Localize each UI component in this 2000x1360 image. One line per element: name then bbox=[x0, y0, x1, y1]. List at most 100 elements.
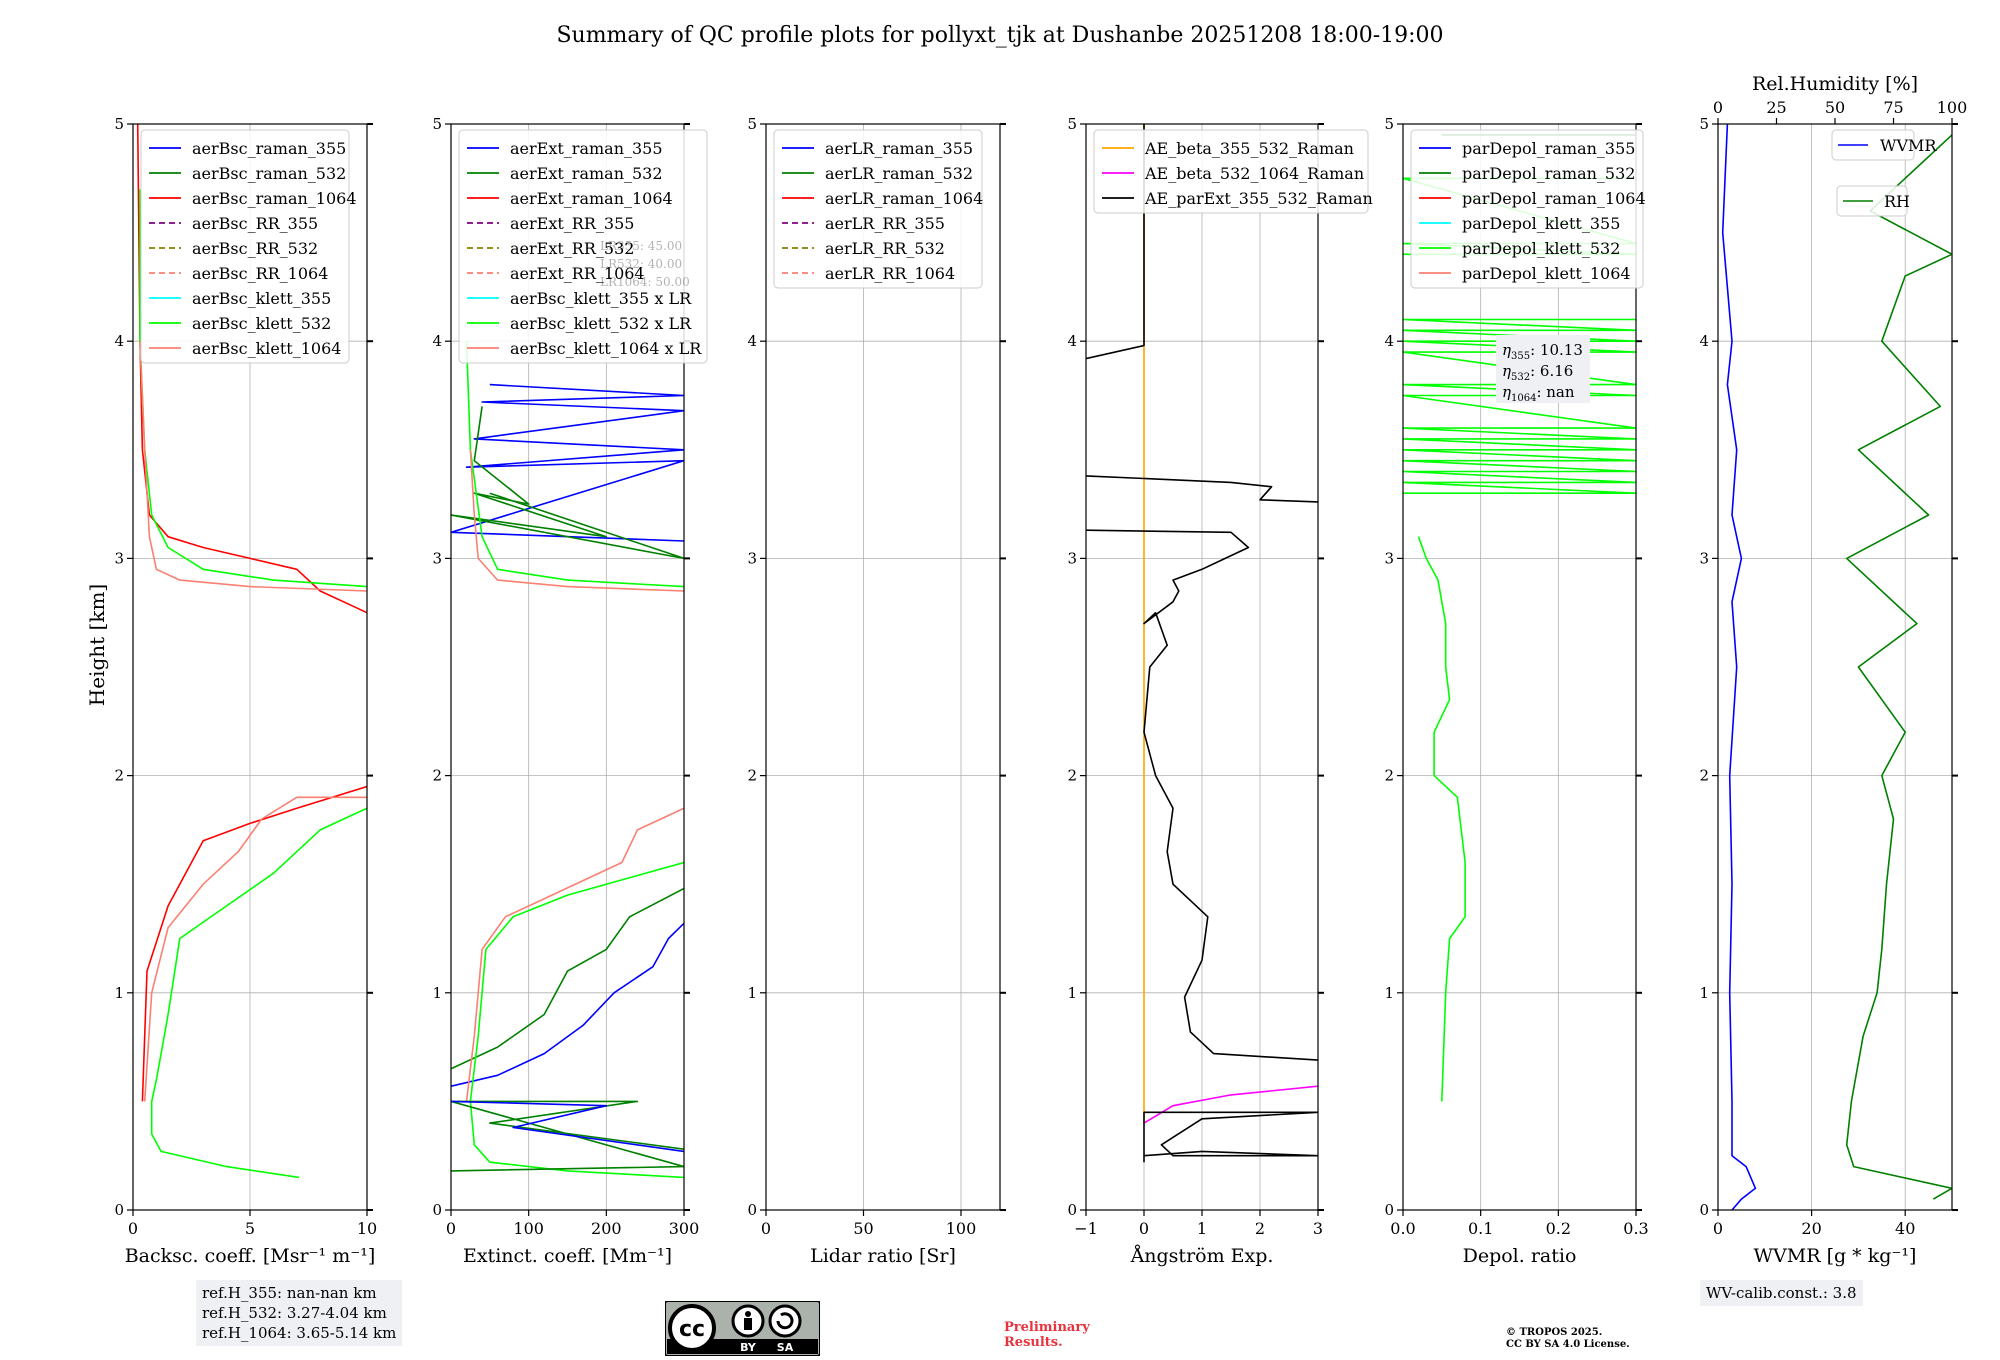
legend-wvmr: WVMR bbox=[1831, 129, 1937, 161]
legend-label: aerExt_RR_532 bbox=[510, 239, 634, 258]
svg-text:cc: cc bbox=[679, 1317, 705, 1342]
reference-height-box: ref.H_355: nan-nan km ref.H_532: 3.27-4.… bbox=[196, 1280, 403, 1346]
y-tick-label: 0 bbox=[432, 1201, 442, 1219]
figure-title: Summary of QC profile plots for pollyxt_… bbox=[556, 23, 1443, 48]
legend-label: WVMR bbox=[1880, 136, 1937, 155]
eta-value: : 10.13 bbox=[1530, 341, 1583, 359]
series-line-AE_parExt_355_532_Raman bbox=[1086, 529, 1318, 1061]
x2-tick-label: 0 bbox=[1713, 98, 1723, 117]
y-tick-label: 0 bbox=[1384, 1201, 1394, 1219]
lr-532-note: LR532: 40.00 bbox=[600, 257, 682, 271]
x-tick-label: 200 bbox=[591, 1219, 622, 1238]
x-tick-label: 1 bbox=[1197, 1219, 1207, 1238]
series-line-aerExt_raman_355 bbox=[451, 1100, 684, 1153]
legend-box: aerLR_raman_355 aerLR_raman_532 aerLR_rama… bbox=[773, 129, 983, 289]
axes-frame bbox=[450, 123, 685, 1211]
panel-5: 0 1 2 3 4 5 0.0 0.1 0.2 0.3 Depol. ratio parDepol_r… bbox=[1384, 115, 1648, 1267]
series-group bbox=[451, 341, 684, 1179]
y-tick-label: 1 bbox=[1067, 984, 1077, 1002]
y-tick-label: 1 bbox=[114, 984, 124, 1002]
axes-frame bbox=[1717, 123, 1953, 1211]
x-tick-label: 0 bbox=[761, 1219, 771, 1238]
ref-height-532: ref.H_532: 3.27-4.04 km bbox=[202, 1304, 387, 1322]
y-tick-label: 2 bbox=[1067, 767, 1077, 785]
results-line: Results. bbox=[1004, 1335, 1063, 1350]
y-tick-label: 2 bbox=[747, 767, 757, 785]
y-tick-label: 1 bbox=[1384, 984, 1394, 1002]
legend-label: aerExt_raman_355 bbox=[510, 139, 663, 158]
y-tick-label: 1 bbox=[1699, 984, 1709, 1002]
series-line-AE_parExt_355_532_Raman bbox=[1143, 1111, 1318, 1163]
x-axis-label: Extinct. coeff. [Mm⁻¹] bbox=[463, 1245, 672, 1267]
legend-label: aerExt_raman_1064 bbox=[510, 189, 673, 208]
series-line-aerBsc_klett_1064 bbox=[139, 341, 367, 592]
lidar-ratio-note: LR355: 45.00 LR532: 40.00 LR1064: 50.00 bbox=[600, 239, 690, 289]
x-tick-label: 100 bbox=[513, 1219, 544, 1238]
legend-label: aerLR_RR_355 bbox=[825, 214, 945, 233]
x-tick-label: 300 bbox=[669, 1219, 700, 1238]
preliminary-line: Preliminary bbox=[1004, 1320, 1090, 1335]
series-line-AE_parExt_355_532_Raman bbox=[1086, 475, 1318, 503]
eta-symbol: η bbox=[1502, 362, 1511, 380]
x-axis-label: Ångström Exp. bbox=[1130, 1245, 1274, 1267]
y-tick-label: 2 bbox=[1699, 767, 1709, 785]
series-line-parDepol_klett_532 bbox=[1403, 318, 1636, 494]
axes-frame bbox=[765, 123, 1001, 1211]
legend-box: aerBsc_raman_355 aerBsc_raman_532 aerBsc_r… bbox=[140, 129, 357, 364]
y-tick-label: 5 bbox=[1067, 115, 1077, 133]
y-tick-label: 5 bbox=[114, 115, 124, 133]
x-axis-label: WVMR [g * kg⁻¹] bbox=[1754, 1245, 1917, 1267]
eta-symbol: η bbox=[1502, 383, 1511, 401]
legend-label: AE_parExt_355_532_Raman bbox=[1144, 189, 1373, 208]
eta-value: : 6.16 bbox=[1530, 362, 1573, 380]
legend-rh: RH bbox=[1836, 185, 1910, 217]
series-line-aerBsc_raman_1064 bbox=[141, 785, 367, 1102]
x-axis-label: Backsc. coeff. [Msr⁻¹ m⁻¹] bbox=[125, 1245, 376, 1267]
series-line-aerBsc_klett_532 x LR bbox=[469, 861, 684, 1102]
legend-label: aerBsc_raman_1064 bbox=[192, 189, 357, 208]
legend-label: aerLR_raman_1064 bbox=[825, 189, 983, 208]
y-tick-label: 5 bbox=[747, 115, 757, 133]
series-line-RH bbox=[1845, 134, 1952, 1200]
preliminary-results-note: Preliminary Results. bbox=[1004, 1320, 1090, 1350]
series-line-aerBsc_klett_532 x LR bbox=[469, 1101, 684, 1179]
x2-tick-label: 75 bbox=[1883, 98, 1903, 117]
x2-tick-label: 100 bbox=[1937, 98, 1968, 117]
y-tick-label: 0 bbox=[114, 1201, 124, 1219]
x-tick-label: 0 bbox=[1139, 1219, 1149, 1238]
series-line-aerExt_raman_355 bbox=[451, 383, 684, 542]
series-line-aerExt_raman_355 bbox=[451, 922, 684, 1087]
legend-label: AE_beta_532_1064_Raman bbox=[1144, 164, 1364, 183]
legend-frame bbox=[1410, 129, 1644, 289]
x-tick-label: 0 bbox=[1713, 1219, 1723, 1238]
x-tick-label: 20 bbox=[1801, 1219, 1821, 1238]
y-tick-label: 2 bbox=[114, 767, 124, 785]
series-line-parDepol_klett_532 bbox=[1417, 536, 1466, 1102]
y-tick-label: 3 bbox=[1699, 549, 1709, 567]
y-tick-label: 1 bbox=[747, 984, 757, 1002]
lr-1064-note: LR1064: 50.00 bbox=[600, 275, 690, 289]
eta-value: : nan bbox=[1536, 383, 1574, 401]
lr-355-note: LR355: 45.00 bbox=[600, 239, 682, 253]
legend-label: aerLR_RR_1064 bbox=[825, 264, 955, 283]
legend-frame bbox=[1093, 129, 1369, 214]
y-tick-label: 5 bbox=[432, 115, 442, 133]
legend-label: aerBsc_klett_532 x LR bbox=[510, 314, 692, 333]
legend-label: parDepol_klett_1064 bbox=[1462, 264, 1631, 283]
x-tick-label: 100 bbox=[946, 1219, 977, 1238]
eta-355: η355: 10.13 bbox=[1502, 341, 1583, 362]
series-line-aerBsc_raman_1064 bbox=[136, 124, 367, 614]
axes-frame bbox=[1402, 123, 1637, 1211]
legend-label: aerExt_RR_1064 bbox=[510, 264, 645, 283]
eta-532: η532: 6.16 bbox=[1502, 362, 1573, 383]
series-line-WVMR bbox=[1721, 124, 1757, 1210]
y-tick-label: 4 bbox=[1384, 332, 1394, 350]
series-line-aerBsc_klett_1064 bbox=[143, 796, 367, 1102]
license-sa-label: SA bbox=[777, 1341, 794, 1354]
series-line-aerExt_raman_532 bbox=[451, 1100, 684, 1172]
legend-label: aerLR_raman_532 bbox=[825, 164, 973, 183]
